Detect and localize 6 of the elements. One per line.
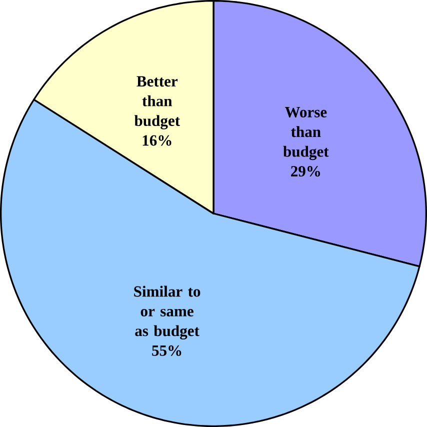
data-label: 16% <box>142 135 172 146</box>
data-label: 29% <box>291 166 320 177</box>
slice-label: Similar to or same as budget <box>134 286 200 340</box>
slice-label: Better than budget <box>134 76 180 130</box>
data-label: 55% <box>152 345 182 356</box>
slice-label: Worse than budget <box>283 107 329 160</box>
